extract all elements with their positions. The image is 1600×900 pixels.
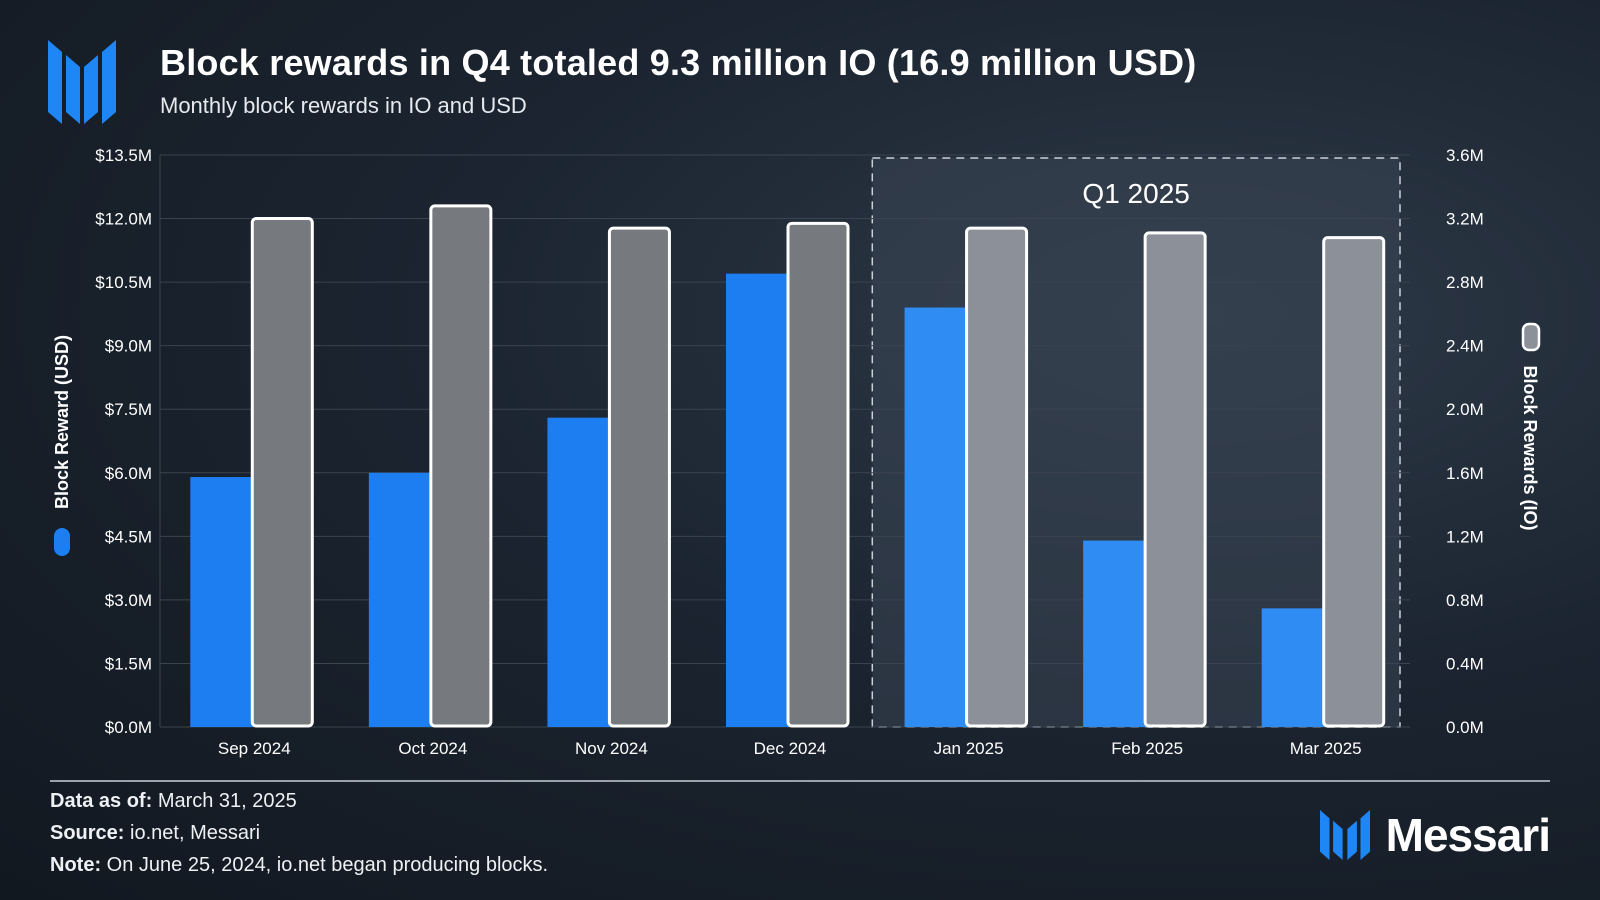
data-as-of-line: Data as of: March 31, 2025	[50, 790, 297, 813]
messari-logo-icon	[48, 40, 116, 124]
source-value: io.net, Messari	[130, 822, 261, 844]
bar-usd	[368, 472, 433, 727]
bar-usd	[547, 417, 612, 727]
y-left-tick-label: $9.0M	[105, 337, 152, 356]
chart-title: Block rewards in Q4 totaled 9.3 million …	[160, 42, 1197, 83]
note-line: Note: On June 25, 2024, io.net began pro…	[50, 854, 548, 877]
brand-name: Messari	[1385, 809, 1551, 861]
y-left-tick-label: $13.5M	[95, 146, 152, 165]
legend-swatch-io	[1521, 322, 1541, 352]
bar-usd	[904, 307, 969, 727]
messari-brand-icon	[1319, 810, 1370, 860]
y-right-tick-label: 2.4M	[1446, 337, 1484, 356]
note-label: Note:	[50, 854, 102, 876]
x-tick-label: Oct 2024	[398, 739, 467, 758]
source-line: Source: io.net, Messari	[50, 822, 260, 845]
brand-logo: Messari	[1319, 809, 1551, 861]
data-as-of-value: March 31, 2025	[157, 790, 297, 812]
y-left-tick-label: $4.5M	[105, 527, 152, 546]
legend-swatch-usd	[54, 528, 70, 556]
bar-io	[607, 226, 671, 728]
bar-usd	[190, 477, 255, 727]
y-right-tick-label: 3.6M	[1446, 146, 1484, 165]
x-tick-label: Mar 2025	[1290, 739, 1362, 758]
y-right-tick-label: 0.4M	[1446, 654, 1484, 673]
bar-io	[250, 217, 314, 728]
bar-chart: Q1 2025 $0.0M $1.5M $3.0M $4.5M $6.0M $7.5M $9.…	[52, 146, 1541, 758]
y-right-tick-label: 1.2M	[1446, 527, 1484, 546]
footer-divider	[50, 780, 1550, 782]
data-as-of-label: Data as of:	[50, 790, 153, 812]
bar-io	[965, 226, 1029, 728]
x-tick-label: Jan 2025	[934, 739, 1004, 758]
x-tick-label: Sep 2024	[218, 739, 291, 758]
source-label: Source:	[50, 822, 125, 844]
y-left-tick-label: $1.5M	[105, 654, 152, 673]
x-tick-label: Dec 2024	[754, 739, 827, 758]
x-tick-label: Nov 2024	[575, 739, 648, 758]
bar-usd	[1083, 540, 1148, 727]
bar-io	[1322, 236, 1386, 728]
y-right-tick-label: 0.0M	[1446, 718, 1484, 737]
y-left-tick-label: $12.0M	[95, 210, 152, 229]
x-tick-label: Feb 2025	[1111, 739, 1183, 758]
y-left-axis-title: Block Reward (USD)	[52, 335, 72, 509]
y-left-tick-label: $3.0M	[105, 591, 152, 610]
y-left-tick-label: $0.0M	[105, 718, 152, 737]
y-right-tick-label: 2.8M	[1446, 273, 1484, 292]
bar-usd	[1261, 608, 1326, 727]
y-left-tick-label: $6.0M	[105, 464, 152, 483]
y-right-tick-label: 2.0M	[1446, 400, 1484, 419]
bar-io	[429, 204, 493, 728]
note-value: On June 25, 2024, io.net began producing…	[106, 854, 549, 876]
y-left-tick-label: $7.5M	[105, 400, 152, 419]
y-left-tick-label: $10.5M	[95, 273, 152, 292]
y-right-tick-label: 1.6M	[1446, 464, 1484, 483]
bar-io	[1143, 231, 1207, 728]
y-right-axis-title: Block Rewards (IO)	[1520, 365, 1540, 530]
y-right-tick-label: 3.2M	[1446, 210, 1484, 229]
bar-io	[786, 221, 850, 728]
bar-usd	[726, 273, 790, 727]
q1-highlight-label: Q1 2025	[1082, 178, 1189, 209]
y-right-tick-label: 0.8M	[1446, 591, 1484, 610]
chart-subtitle: Monthly block rewards in IO and USD	[160, 93, 527, 118]
